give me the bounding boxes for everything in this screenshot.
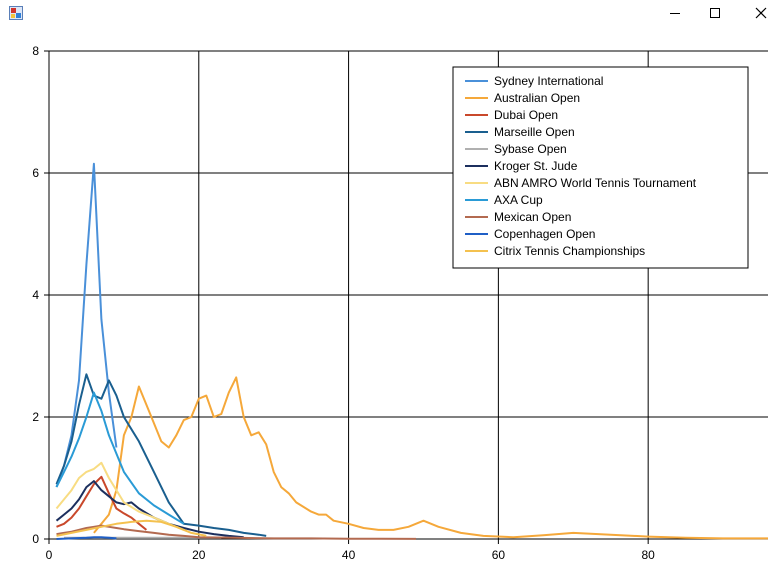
legend-label: Kroger St. Jude <box>494 159 578 173</box>
app-window-icon <box>9 6 23 20</box>
y-tick-label: 2 <box>32 410 39 424</box>
x-tick-label: 60 <box>492 548 506 562</box>
tick-labels: 0 20 40 60 80 0 2 4 6 8 <box>32 44 655 562</box>
line-chart: 0 20 40 60 80 0 2 4 6 8 Sydney International Austr… <box>32 44 768 562</box>
legend-box <box>452 66 749 269</box>
series-line-10 <box>56 536 117 540</box>
series-line-11 <box>56 519 207 537</box>
maximize-button[interactable] <box>692 0 738 26</box>
series-line-6 <box>55 480 244 539</box>
legend-label: Australian Open <box>494 91 580 105</box>
maximize-icon <box>710 8 720 18</box>
x-tick-label: 20 <box>192 548 206 562</box>
series-line-3 <box>56 475 148 531</box>
series-lines <box>55 162 768 540</box>
legend-label: Sybase Open <box>494 142 567 156</box>
legend-label: Copenhagen Open <box>494 227 595 241</box>
y-tick-label: 4 <box>32 288 39 302</box>
series-line-1 <box>55 162 118 488</box>
window-titlebar <box>0 0 780 26</box>
x-tick-label: 40 <box>342 548 356 562</box>
minimize-icon <box>670 13 680 14</box>
x-tick-label: 80 <box>641 548 655 562</box>
legend-label: Marseille Open <box>494 125 575 139</box>
series-line-2 <box>93 376 768 540</box>
legend-label: Dubai Open <box>494 108 558 122</box>
series-line-7 <box>55 461 185 531</box>
series-line-4 <box>55 373 267 537</box>
legend: Sydney International Australian Open Dubai… <box>452 66 749 269</box>
legend-label: Sydney International <box>494 74 603 88</box>
minimize-button[interactable] <box>652 0 698 26</box>
y-tick-label: 0 <box>32 532 39 546</box>
series-line-8 <box>55 391 185 525</box>
series-line-9 <box>56 524 417 540</box>
y-tick-label: 6 <box>32 166 39 180</box>
legend-label: ABN AMRO World Tennis Tournament <box>494 176 697 190</box>
legend-label: AXA Cup <box>494 193 543 207</box>
close-button[interactable] <box>738 0 780 26</box>
close-icon <box>755 7 767 19</box>
legend-label: Citrix Tennis Championships <box>494 244 645 258</box>
x-tick-label: 0 <box>46 548 53 562</box>
legend-label: Mexican Open <box>494 210 571 224</box>
y-tick-label: 8 <box>32 44 39 58</box>
